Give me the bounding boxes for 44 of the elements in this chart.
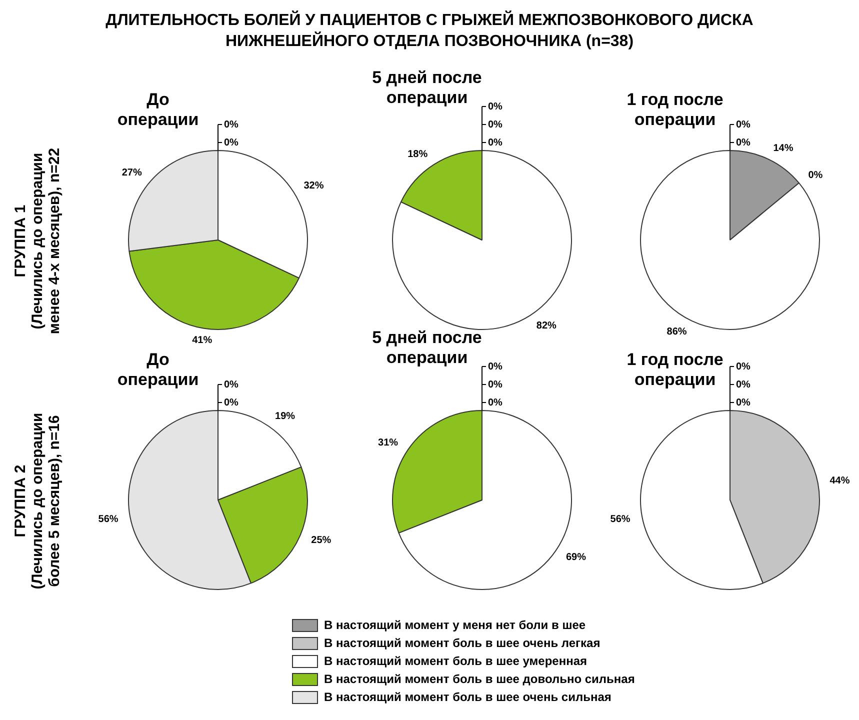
text: 0% — [224, 137, 238, 148]
data-label: 44% — [830, 476, 850, 487]
text: ГРУППА 1 (Лечились до операции менее 4-х месяцев), n=22 — [12, 146, 64, 336]
data-label: 69% — [566, 552, 586, 563]
data-label: 56% — [98, 514, 118, 525]
data-label: 18% — [408, 149, 428, 160]
text: 0% — [736, 397, 750, 408]
data-label: 27% — [122, 168, 142, 179]
data-label: 31% — [378, 438, 398, 449]
text: 0% — [224, 397, 238, 408]
data-label: 86% — [666, 326, 687, 338]
text: 0% — [224, 119, 238, 130]
data-label: 82% — [536, 320, 557, 332]
chart-subtitle: До операции — [116, 350, 200, 390]
text: 0% — [488, 361, 502, 372]
data-label: 19% — [275, 410, 296, 422]
data-label: 56% — [610, 514, 630, 525]
text: ГРУППА 2 (Лечились до операции более 5 месяцев), n=16 — [12, 412, 64, 592]
legend-label: В настоящий момент боль в шее очень сильная — [324, 690, 612, 704]
chart-subtitle: До операции — [116, 90, 200, 130]
text: 0% — [736, 361, 750, 372]
data-label: 14% — [773, 142, 794, 154]
text: 0% — [808, 170, 823, 182]
chart-subtitle: 1 год после операции — [626, 90, 724, 129]
chart-subtitle: 5 дней после операции — [372, 68, 482, 107]
text: 0% — [224, 379, 238, 390]
legend-label: В настоящий момент боль в шее довольно сильная — [324, 672, 635, 686]
text: 0% — [736, 137, 750, 148]
text: 0% — [736, 379, 750, 390]
text: 0% — [488, 137, 502, 148]
data-label: 32% — [304, 180, 324, 192]
chart-subtitle: 5 дней после операции — [372, 328, 482, 367]
text: 0% — [488, 101, 502, 112]
text: 0% — [488, 397, 502, 408]
data-label: 41% — [192, 335, 212, 346]
legend-label: В настоящий момент у меня нет боли в шее — [324, 618, 586, 632]
data-label: 25% — [311, 535, 332, 546]
legend-label: В настоящий момент боль в шее очень легкая — [324, 636, 600, 650]
text: ДЛИТЕЛЬНОСТЬ БОЛЕЙ У ПАЦИЕНТОВ С ГРЫЖЕЙ МЕЖПОЗВОНКОВОГО ДИСКА НИЖНЕШЕЙНОГО ОТДЕЛА ПОЗВОНОЧНИКА (n=38) — [104, 10, 754, 52]
text: 0% — [736, 119, 750, 130]
text: 0% — [488, 379, 502, 390]
legend-label: В настоящий момент боль в шее умеренная — [324, 654, 588, 668]
text: 0% — [488, 119, 502, 130]
chart-subtitle: 1 год после операции — [626, 350, 724, 389]
